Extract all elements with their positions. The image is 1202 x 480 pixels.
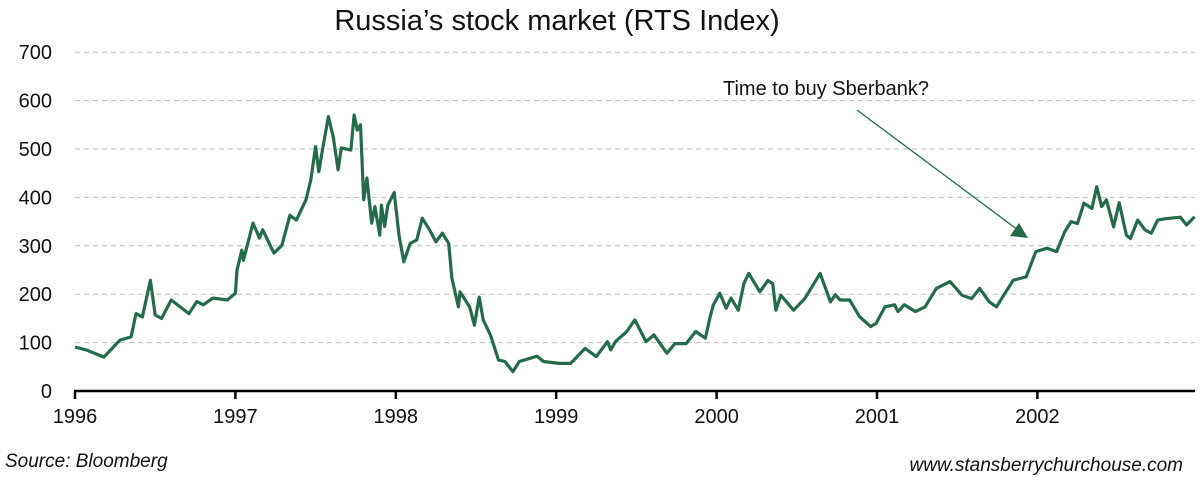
annotation-arrow: [856, 109, 1028, 238]
annotation-label: Time to buy Sberbank?: [723, 78, 929, 100]
y-tick-label: 0: [41, 381, 52, 403]
x-tick-label: 1999: [534, 406, 579, 428]
x-tick-label: 2002: [1015, 406, 1060, 428]
annotation-arrow-line: [856, 109, 1019, 231]
x-tick-label: 1996: [53, 406, 98, 428]
y-tick-label: 300: [19, 236, 52, 258]
series-line-rts-index: [74, 113, 1196, 374]
gridlines: [75, 51, 1195, 344]
y-tick-label: 700: [19, 42, 52, 64]
y-tick-label: 500: [19, 139, 52, 161]
x-axis: 1996 1997 1998 1999 2000 2001 2002: [53, 389, 1195, 428]
x-tick-label: 2000: [694, 406, 739, 428]
y-tick-label: 600: [19, 91, 52, 113]
annotation-arrow-head: [1010, 223, 1028, 238]
y-tick-label: 100: [19, 333, 52, 355]
y-axis-ticks: 0 100 200 300 400 500 600 700: [19, 42, 52, 403]
source-label: Source: Bloomberg: [5, 451, 168, 472]
x-tick-label: 2001: [855, 406, 900, 428]
website-label: www.stansberrychurchouse.com: [910, 455, 1184, 476]
x-tick-label: 1998: [374, 406, 419, 428]
y-tick-label: 200: [19, 284, 52, 306]
x-tick-label: 1997: [213, 406, 258, 428]
y-tick-label: 400: [19, 187, 52, 209]
chart-title: Russia’s stock market (RTS Index): [334, 5, 779, 37]
